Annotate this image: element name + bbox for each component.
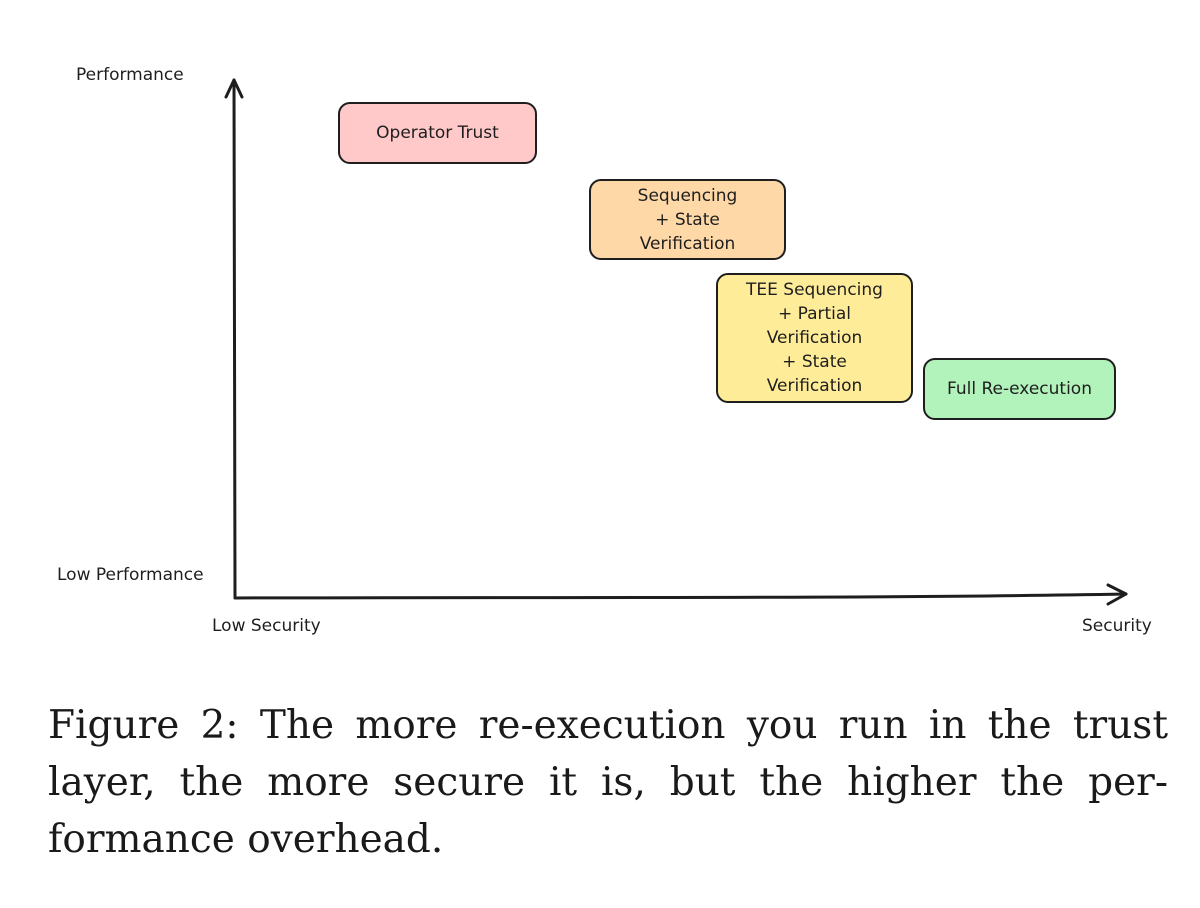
y-axis-top-label: Performance (76, 65, 184, 85)
axes (224, 78, 1128, 606)
tee-sequencing-box: TEE Sequencing + Partial Verification + … (716, 273, 913, 403)
sequencing-state-verification-box: Sequencing + State Verification (589, 179, 786, 260)
y-axis-bottom-label: Low Performance (57, 565, 204, 585)
sequencing-state-verification-label: Sequencing + State Verification (637, 185, 738, 254)
operator-trust-box: Operator Trust (338, 102, 537, 164)
tee-sequencing-label: TEE Sequencing + Partial Verification + … (746, 280, 883, 396)
x-axis-arrow-icon (1106, 583, 1128, 606)
y-axis-arrow-icon (224, 78, 244, 99)
full-reexecution-box: Full Re-execution (923, 358, 1116, 420)
operator-trust-label: Operator Trust (376, 123, 499, 143)
figure-caption: Figure 2: The more re-execution you run … (48, 703, 1168, 862)
x-axis-left-label: Low Security (212, 616, 321, 636)
y-axis-line (232, 78, 237, 600)
x-axis-right-label: Security (1082, 616, 1152, 636)
tradeoff-diagram: Performance Low Performance Low Security… (57, 65, 1152, 636)
x-axis-line (233, 592, 1128, 600)
full-reexecution-label: Full Re-execution (947, 379, 1092, 399)
